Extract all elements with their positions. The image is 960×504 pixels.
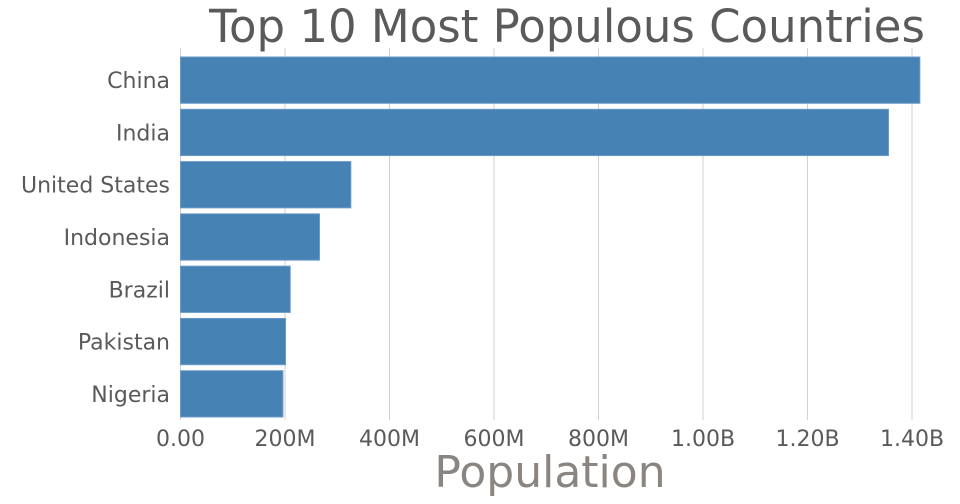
x-tick-label: 800M xyxy=(568,427,629,452)
x-tick-label: 400M xyxy=(359,427,420,452)
x-tick-label: 1.00B xyxy=(671,427,735,452)
y-tick-labels: China India United States Indonesia Brazil Pa… xyxy=(21,69,170,408)
x-tick-label: 1.40B xyxy=(880,427,944,452)
bar-pakistan[interactable] xyxy=(180,317,287,366)
bar-indonesia[interactable] xyxy=(180,213,320,261)
y-tick-label: Pakistan xyxy=(78,331,170,356)
x-tick-label: 600M xyxy=(464,427,525,452)
chart-title: Top 10 Most Populous Countries xyxy=(208,0,925,53)
y-tick-label: India xyxy=(116,121,170,146)
bar-china[interactable] xyxy=(180,56,921,104)
bar-brazil[interactable] xyxy=(180,265,291,313)
bar-nigeria[interactable] xyxy=(180,370,284,418)
y-tick-label: China xyxy=(107,69,170,94)
y-tick-label: Indonesia xyxy=(64,226,170,251)
bars xyxy=(180,56,921,418)
y-tick-label: United States xyxy=(21,174,170,199)
y-tick-label: Nigeria xyxy=(91,383,170,408)
x-tick-labels: 0.00 200M 400M 600M 800M 1.00B 1.20B 1.40B xyxy=(156,427,944,452)
x-tick-label: 200M xyxy=(255,427,316,452)
x-tick-label: 0.00 xyxy=(156,427,205,452)
x-axis-label: Population xyxy=(434,447,665,498)
bar-india[interactable] xyxy=(180,108,889,157)
x-tick-label: 1.20B xyxy=(775,427,839,452)
y-tick-label: Brazil xyxy=(109,278,170,303)
bar-united-states[interactable] xyxy=(180,161,352,209)
